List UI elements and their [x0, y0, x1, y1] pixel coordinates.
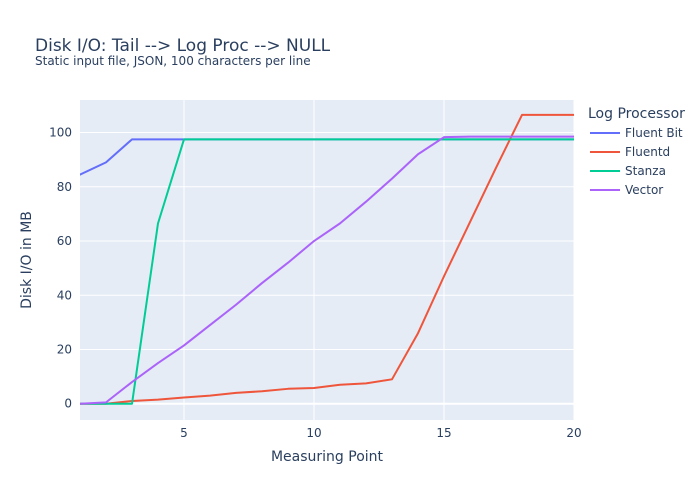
legend-items: Fluent Bit Fluentd Stanza Vector — [590, 126, 683, 197]
chart-title: Disk I/O: Tail --> Log Proc --> NULL — [35, 36, 331, 56]
legend-item-fluentd: Fluentd — [590, 145, 670, 159]
legend-label: Stanza — [625, 164, 666, 178]
legend-label: Fluentd — [625, 145, 670, 159]
y-tick-label: 20 — [57, 342, 72, 356]
series-line-stanza — [80, 138, 574, 405]
y-tick-label: 0 — [64, 397, 72, 411]
x-tick-label: 10 — [306, 426, 321, 440]
y-tick-label: 60 — [57, 234, 72, 248]
plot-background — [80, 100, 574, 420]
series-line-vector — [80, 135, 574, 405]
legend-item-fluent-bit: Fluent Bit — [590, 126, 683, 140]
legend-title: Log Processor — [588, 106, 685, 122]
legend-item-stanza: Stanza — [590, 164, 666, 178]
x-tick-label: 15 — [436, 426, 451, 440]
legend-item-vector: Vector — [590, 183, 663, 197]
legend-label: Vector — [625, 183, 663, 197]
y-axis-title: Disk I/O in MB — [19, 211, 35, 309]
y-tick-label: 100 — [49, 126, 72, 140]
x-axis-title: Measuring Point — [271, 449, 384, 465]
x-tick-label: 5 — [180, 426, 188, 440]
plot-area: 5 10 15 20 0 20 40 60 80 100 — [49, 100, 582, 440]
legend: Log Processor Fluent Bit Fluentd Stanza Vec… — [588, 106, 685, 197]
series-line-fluentd — [80, 113, 574, 405]
legend-label: Fluent Bit — [625, 126, 683, 140]
y-tick-label: 80 — [57, 180, 72, 194]
chart-subtitle: Static input file, JSON, 100 characters … — [35, 54, 311, 68]
x-tick-label: 20 — [566, 426, 581, 440]
y-tick-label: 40 — [57, 288, 72, 302]
series-group — [80, 113, 574, 405]
